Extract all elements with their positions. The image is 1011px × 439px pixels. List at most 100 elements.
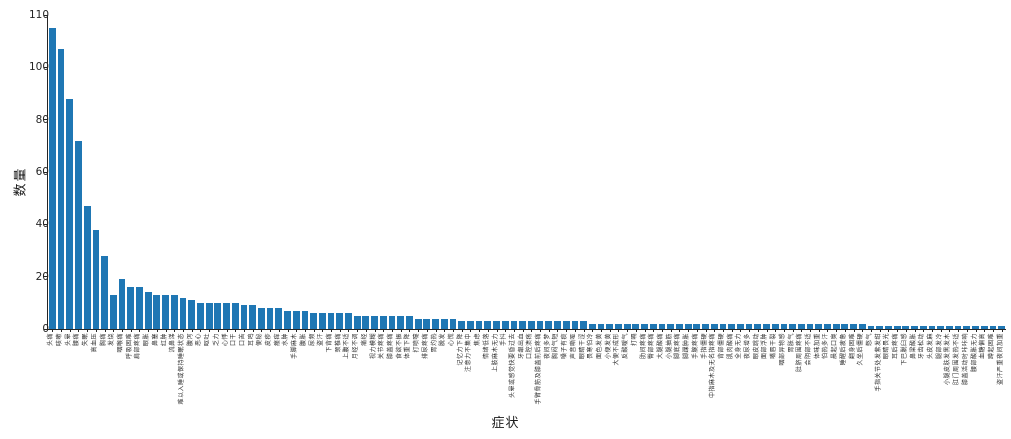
bar bbox=[423, 318, 431, 329]
bar bbox=[501, 321, 509, 329]
x-axis-title: 症状 bbox=[491, 416, 520, 431]
x-tick-label-text: 久坐后僵硬 bbox=[857, 333, 865, 366]
bar bbox=[397, 315, 405, 329]
x-tick-label: 膝盖疼痛 bbox=[387, 333, 396, 359]
x-tick-label-text: 脚底疼痛 bbox=[674, 333, 682, 360]
x-tick-mark bbox=[940, 329, 942, 332]
x-tick-mark bbox=[313, 329, 315, 332]
x-tick-label: 膝盖活动时咔咔响 bbox=[961, 333, 970, 385]
x-tick-label: 牙齿松动 bbox=[918, 333, 927, 359]
x-tick-mark bbox=[217, 329, 219, 332]
x-tick-mark bbox=[975, 329, 977, 332]
x-tick-label: 背部僵硬 bbox=[718, 333, 727, 359]
bar bbox=[850, 323, 857, 329]
x-tick-mark bbox=[905, 329, 907, 332]
x-tick-mark bbox=[897, 329, 899, 332]
x-tick-label-text: 盗汗严重夜间加重 bbox=[996, 333, 1004, 386]
x-tick-label-text: 肋间疼痛 bbox=[639, 333, 647, 360]
x-tick-mark bbox=[670, 329, 672, 332]
x-tick-label: 鼻塞 bbox=[152, 333, 161, 346]
bar bbox=[954, 326, 962, 329]
x-tick-label-text: 瘙痒 bbox=[273, 333, 281, 347]
bar bbox=[876, 326, 884, 329]
x-tick-label-text: 月经不调 bbox=[352, 333, 360, 360]
x-tick-label: 头晕 bbox=[64, 333, 73, 346]
x-tick-mark bbox=[775, 329, 777, 332]
x-tick-label: 胸痛 bbox=[99, 333, 108, 346]
x-tick-label-text: 牙龈出血 bbox=[517, 333, 525, 360]
bar bbox=[702, 323, 709, 329]
x-tick-label: 腹胀 bbox=[300, 333, 309, 346]
x-tick-mark bbox=[487, 329, 489, 332]
x-tick-label-text: 流鼻涕 bbox=[169, 333, 177, 353]
x-tick-mark bbox=[923, 329, 925, 332]
x-tick-mark bbox=[418, 329, 420, 332]
bar bbox=[998, 326, 1006, 329]
x-tick-label-text: 手指僵硬 bbox=[700, 333, 708, 360]
x-tick-label-text: 下背痛 bbox=[326, 333, 334, 353]
x-tick-mark bbox=[836, 329, 838, 332]
x-tick-mark bbox=[243, 329, 245, 332]
bar bbox=[406, 315, 413, 329]
x-tick-label-text: 打喷嚏 bbox=[413, 333, 421, 353]
y-tick-mark bbox=[44, 66, 48, 68]
bar bbox=[484, 321, 492, 329]
x-tick-mark bbox=[409, 329, 411, 332]
x-tick-mark bbox=[574, 329, 576, 332]
x-tick-label-text: 颈椎痛 bbox=[334, 333, 342, 353]
x-tick-mark bbox=[270, 329, 272, 332]
x-tick-label: 手臂骨筋及膝盖前后疼痛 bbox=[535, 333, 544, 405]
x-tick-mark bbox=[95, 329, 97, 332]
x-tick-mark bbox=[618, 329, 620, 332]
x-tick-mark bbox=[705, 329, 707, 332]
x-tick-mark bbox=[714, 329, 716, 332]
x-tick-label-text: 睡醒后疲惫 bbox=[839, 333, 847, 366]
x-tick-mark bbox=[339, 329, 341, 332]
x-tick-label-text: 手抖 bbox=[500, 333, 508, 347]
x-tick-label-text: 口腔溃疡 bbox=[526, 333, 534, 360]
x-tick-label: 尿频 bbox=[308, 333, 317, 346]
x-tick-mark bbox=[226, 329, 228, 332]
x-tick-mark bbox=[740, 329, 742, 332]
x-tick-label: 水肿 bbox=[282, 333, 291, 346]
x-tick-mark bbox=[365, 329, 367, 332]
x-tick-label: 月经不调 bbox=[352, 333, 361, 359]
x-tick-mark bbox=[792, 329, 794, 332]
x-tick-label: 嘴唇干裂 bbox=[770, 333, 779, 359]
x-tick-label: 面部浮肿 bbox=[761, 333, 770, 359]
x-tick-mark bbox=[635, 329, 637, 332]
bar bbox=[48, 28, 56, 329]
x-tick-label-text: 脚踝肿胀 bbox=[683, 333, 691, 360]
x-tick-label-text: 手指关节处发紫发绀 bbox=[874, 333, 882, 392]
bar bbox=[780, 323, 788, 329]
x-tick-label: 小便发黄 bbox=[604, 333, 613, 359]
y-tick-label: 80 bbox=[35, 113, 49, 126]
x-tick-label: 口干 bbox=[230, 333, 239, 346]
bar bbox=[345, 313, 352, 329]
x-tick-mark bbox=[949, 329, 951, 332]
bar bbox=[963, 326, 971, 329]
x-tick-label-text: 腿部发冷 bbox=[935, 333, 943, 360]
bar bbox=[676, 323, 683, 329]
x-tick-label-text: 上腹不适 bbox=[343, 333, 351, 360]
x-tick-label: 中指麻木及无名指疼痛 bbox=[709, 333, 718, 398]
x-tick-label-text: 小便发黄 bbox=[604, 333, 612, 360]
bar bbox=[66, 98, 74, 329]
x-tick-label-text: 乏力 bbox=[212, 333, 220, 347]
bar bbox=[266, 308, 274, 329]
x-tick-mark bbox=[609, 329, 611, 332]
x-tick-label: 翻身困难 bbox=[848, 333, 857, 359]
x-tick-label: 眼胀 bbox=[143, 333, 152, 346]
x-tick-label-text: 反酸嗳气 bbox=[622, 333, 630, 360]
x-tick-label-text: 肚脐周围疼痛 bbox=[796, 333, 804, 373]
bar bbox=[606, 323, 614, 329]
bar bbox=[745, 323, 753, 329]
x-tick-mark bbox=[879, 329, 881, 332]
bar bbox=[75, 140, 82, 329]
y-tick-mark bbox=[44, 14, 48, 16]
x-tick-mark bbox=[444, 329, 446, 332]
x-tick-label: 肩部疼痛 bbox=[134, 333, 143, 359]
x-tick-label: 口苦 bbox=[239, 333, 248, 346]
bar bbox=[223, 302, 230, 329]
x-tick-mark bbox=[452, 329, 454, 332]
